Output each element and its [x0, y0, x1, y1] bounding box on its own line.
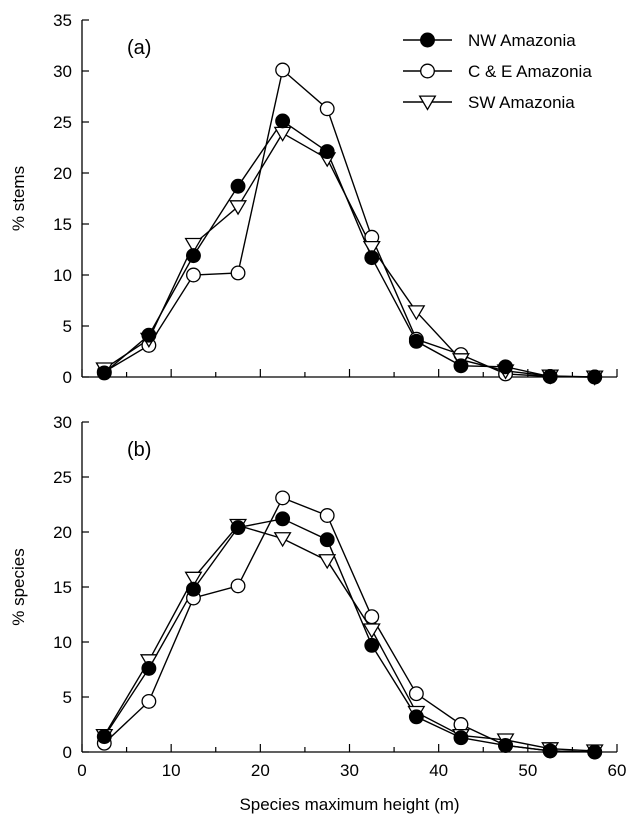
data-point — [364, 637, 380, 653]
series-line-1 — [103, 497, 595, 753]
data-point — [273, 532, 292, 548]
series-line-0 — [103, 120, 595, 378]
y-axis-title: % stems — [9, 166, 28, 231]
data-point — [319, 508, 335, 523]
data-point — [141, 693, 157, 709]
data-point — [362, 240, 381, 257]
legend-label: NW Amazonia — [468, 31, 576, 50]
series-line-1 — [103, 68, 595, 378]
y-axis-title: % species — [9, 548, 28, 625]
y-tick-label: 10 — [53, 266, 72, 285]
y-tick-label: 25 — [53, 468, 72, 487]
data-point — [362, 623, 381, 639]
data-point — [230, 178, 246, 194]
data-point — [230, 265, 246, 281]
data-point — [542, 369, 558, 384]
y-tick-label: 30 — [53, 62, 72, 81]
data-point — [184, 237, 203, 254]
data-point — [319, 144, 335, 160]
data-point — [408, 333, 424, 349]
data-point — [184, 571, 203, 587]
data-point — [275, 490, 291, 506]
data-point — [275, 113, 291, 129]
data-point — [587, 369, 603, 385]
data-point — [498, 359, 513, 375]
data-point — [364, 609, 380, 625]
data-point — [275, 62, 291, 78]
x-tick-label: 50 — [518, 761, 537, 780]
data-point — [186, 248, 201, 264]
y-tick-label: 15 — [53, 578, 72, 597]
x-tick-label: 20 — [251, 761, 270, 780]
panel-label: (b) — [127, 439, 151, 461]
y-tick-label: 5 — [63, 317, 72, 336]
data-point — [542, 743, 558, 759]
y-tick-label: 5 — [63, 688, 72, 707]
data-point — [364, 250, 380, 266]
x-tick-label: 0 — [77, 761, 86, 780]
data-point — [141, 327, 157, 343]
panel-label: (a) — [127, 37, 151, 59]
data-point — [319, 101, 335, 117]
y-tick-label: 0 — [63, 743, 72, 762]
data-point — [230, 520, 246, 536]
data-point — [498, 737, 513, 753]
x-axis-title: Species maximum height (m) — [239, 795, 459, 814]
data-point — [407, 305, 426, 321]
legend-marker — [420, 32, 435, 48]
data-point — [318, 554, 337, 570]
legend-label: SW Amazonia — [468, 93, 575, 112]
y-tick-label: 20 — [53, 523, 72, 542]
data-point — [408, 709, 424, 725]
data-point — [230, 578, 246, 594]
legend-marker — [420, 63, 435, 79]
series-line-2 — [103, 132, 595, 378]
y-tick-label: 10 — [53, 633, 72, 652]
data-point — [96, 365, 112, 381]
y-tick-label: 15 — [53, 215, 72, 234]
y-tick-label: 20 — [53, 164, 72, 183]
x-tick-label: 30 — [340, 761, 359, 780]
data-point — [453, 358, 469, 374]
data-point — [141, 660, 157, 676]
legend-label: C & E Amazonia — [468, 62, 592, 81]
y-tick-label: 30 — [53, 413, 72, 432]
data-point — [96, 729, 112, 745]
data-point — [408, 686, 424, 702]
data-point — [273, 126, 292, 142]
series-line-2 — [103, 524, 595, 752]
x-tick-label: 40 — [429, 761, 448, 780]
data-point — [186, 581, 201, 597]
data-point — [229, 200, 247, 216]
data-point — [275, 511, 291, 527]
x-tick-label: 60 — [608, 761, 627, 780]
data-point — [186, 267, 201, 283]
legend-marker — [418, 95, 437, 111]
y-tick-label: 25 — [53, 113, 72, 132]
data-point — [319, 532, 335, 548]
data-point — [453, 730, 469, 746]
y-tick-label: 0 — [63, 368, 72, 387]
y-tick-label: 35 — [53, 11, 72, 30]
x-tick-label: 10 — [162, 761, 181, 780]
data-point — [587, 744, 603, 760]
